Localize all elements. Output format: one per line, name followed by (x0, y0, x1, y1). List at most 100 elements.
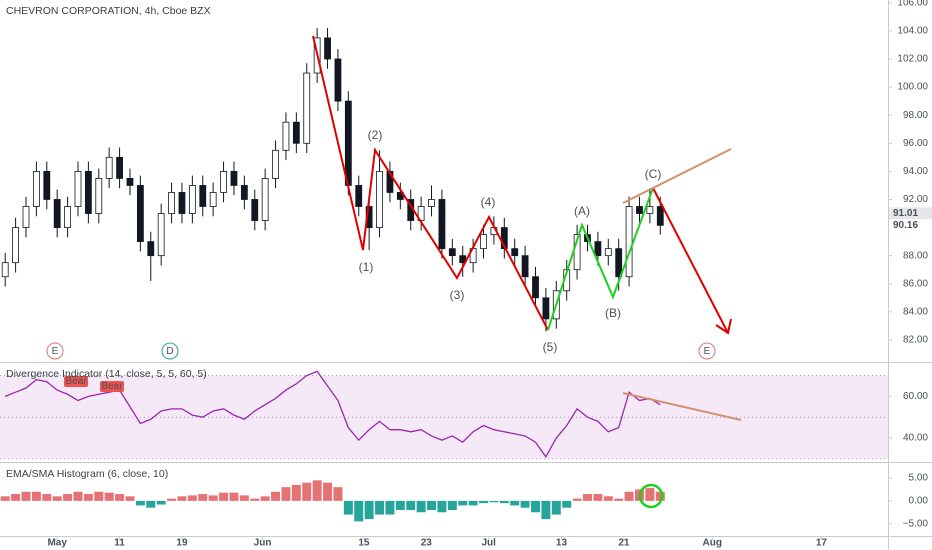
histogram-bar (260, 496, 270, 501)
candle-body (116, 156, 123, 179)
candle-body (147, 241, 155, 257)
arrow-head (715, 318, 732, 335)
histogram-bar (250, 498, 260, 501)
x-tick-label: 23 (421, 538, 433, 549)
candle-body (251, 199, 259, 221)
candle-body (376, 170, 383, 228)
histogram-bar (312, 480, 322, 501)
histogram-bar (63, 494, 73, 501)
candle-body (84, 170, 92, 214)
candle-body (521, 255, 529, 278)
histogram-bar (11, 494, 21, 501)
candle-body (168, 192, 175, 214)
candle-body (459, 255, 467, 264)
price-tag (889, 207, 932, 220)
histogram-bar (582, 494, 592, 501)
y-tick-label: 82.00 (903, 335, 928, 346)
candle-body (188, 185, 196, 214)
divergence-marker (100, 381, 124, 392)
histogram-bar (531, 500, 541, 513)
candle-body (22, 206, 30, 228)
candle-body (157, 213, 165, 257)
candle-body (43, 170, 51, 200)
candle-body (532, 276, 539, 299)
candle-body (292, 121, 300, 144)
candle-body (604, 248, 612, 257)
candle-body (511, 248, 519, 257)
histogram-bar (208, 495, 218, 501)
histogram-bar (458, 500, 468, 506)
histogram-bar (156, 500, 166, 505)
y-tick-label: 92.00 (903, 194, 928, 205)
candle-body (542, 297, 550, 320)
divergence-label: Bear (65, 376, 87, 387)
histogram-bar (395, 500, 405, 510)
histogram-bar (115, 494, 125, 501)
y-tick-label: 0.00 (909, 496, 929, 507)
histogram-bar (83, 494, 93, 501)
candle-body (282, 121, 290, 151)
histogram-bar (479, 500, 489, 504)
histogram-bar (614, 498, 624, 501)
histogram-bar (489, 500, 499, 503)
candle-body (324, 37, 331, 60)
candle-body (615, 248, 623, 278)
histogram-bar (385, 500, 395, 515)
wave-label: (B) (605, 306, 621, 320)
histogram-bar (281, 487, 291, 501)
event-label: E (52, 346, 59, 357)
histogram-bar (510, 500, 520, 506)
candle-body (1, 262, 9, 278)
candle-body (261, 178, 269, 221)
candle-body (656, 206, 664, 226)
histogram-bar (229, 492, 239, 501)
histogram-bar (551, 500, 561, 515)
wave-line (547, 187, 654, 331)
histogram-bar (655, 491, 665, 501)
histogram-bar (135, 500, 145, 506)
candle-body (636, 206, 643, 214)
wave-label: (2) (368, 128, 383, 142)
histogram-bar (593, 494, 603, 501)
histogram-bar (167, 498, 177, 501)
histogram-bar (198, 494, 208, 501)
y-tick-label: 84.00 (903, 306, 928, 317)
x-tick-label: 11 (114, 538, 125, 549)
candle-body (438, 199, 446, 250)
wave-label: (1) (359, 260, 374, 274)
y-tick-label: 102.00 (897, 54, 928, 65)
histogram-bar (427, 500, 437, 510)
price-tag (889, 219, 932, 232)
price-tag-label: 90.16 (893, 220, 918, 231)
histogram-bar (146, 500, 156, 508)
highlight-circle (638, 483, 664, 509)
histogram-bar (52, 496, 62, 501)
candle-body (594, 241, 602, 257)
pane-title: CHEVRON CORPORATION, 4h, Cboe BZX (6, 5, 211, 17)
candle-body (480, 234, 487, 250)
trend-line (622, 392, 742, 421)
histogram-bar (562, 500, 572, 508)
trend-line (622, 148, 732, 204)
candle-body (625, 206, 633, 278)
histogram-bar (541, 500, 551, 520)
histogram-bar (31, 491, 41, 501)
y-tick-label: 60.00 (903, 391, 928, 402)
histogram-bar (219, 492, 229, 501)
histogram-bar (302, 482, 312, 501)
event-marker (698, 342, 716, 360)
histogram-bar (21, 491, 31, 501)
candle-body (220, 170, 227, 193)
event-label: E (704, 346, 711, 357)
candle-body (240, 185, 248, 200)
x-tick-label: May (47, 538, 67, 549)
candle-body (209, 192, 217, 207)
event-label: D (166, 346, 173, 357)
histogram-bar (104, 492, 114, 501)
histogram-bar (239, 495, 249, 501)
wave-label: (3) (450, 288, 465, 302)
x-tick-label: 19 (176, 538, 188, 549)
histogram-bar (375, 500, 385, 515)
